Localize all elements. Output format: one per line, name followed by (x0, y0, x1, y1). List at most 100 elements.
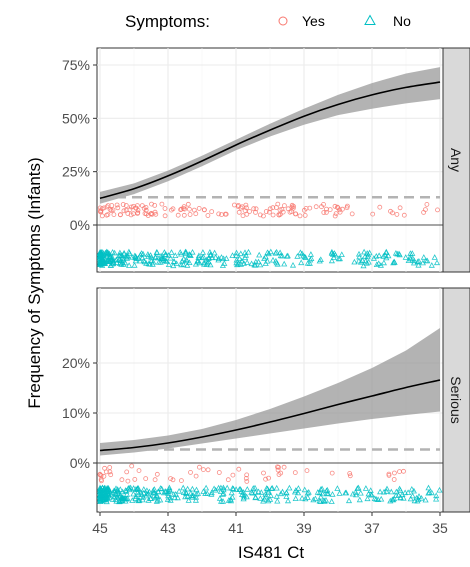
point-no (132, 486, 139, 492)
panel-serious-confidence-band (100, 328, 440, 456)
point-no (96, 492, 104, 499)
point-yes (321, 210, 327, 215)
point-yes (104, 204, 110, 210)
point-no (257, 261, 264, 268)
point-yes (115, 205, 121, 211)
point-yes (99, 478, 104, 484)
point-yes (302, 212, 308, 218)
point-yes (261, 470, 266, 476)
point-yes (196, 464, 202, 470)
point-yes (188, 469, 193, 475)
point-yes (291, 203, 297, 209)
point-no (422, 496, 429, 503)
point-yes (319, 204, 324, 210)
point-yes (200, 467, 206, 473)
point-no (262, 253, 269, 260)
point-no (139, 254, 146, 261)
panel-serious-jitter-points (96, 463, 443, 505)
panel-any-jitter-points (96, 201, 441, 269)
point-yes (127, 207, 133, 213)
point-yes (225, 477, 231, 483)
point-no (257, 495, 264, 501)
point-no (316, 497, 323, 504)
point-no (330, 254, 337, 260)
point-no (255, 488, 262, 495)
point-yes (337, 209, 343, 215)
point-no (217, 488, 224, 494)
point-no (291, 488, 299, 495)
point-no (139, 496, 146, 503)
point-yes (175, 212, 181, 218)
point-no (160, 256, 167, 263)
point-no (155, 258, 162, 265)
point-yes (263, 476, 269, 482)
point-no (354, 485, 361, 491)
point-no (143, 492, 150, 499)
point-no (211, 249, 218, 256)
point-yes (391, 477, 397, 482)
point-no (121, 250, 128, 257)
point-no (127, 484, 134, 491)
point-no (171, 258, 178, 264)
point-no (388, 488, 395, 495)
point-no (409, 492, 416, 499)
point-yes (180, 206, 186, 211)
point-no (200, 253, 207, 260)
point-yes (105, 212, 111, 218)
point-no (431, 254, 438, 260)
point-no (338, 251, 345, 258)
point-no (221, 260, 228, 266)
point-no (118, 494, 125, 501)
point-no (199, 249, 206, 255)
point-no (283, 493, 290, 499)
point-no (146, 488, 153, 495)
point-no (301, 486, 308, 493)
point-no (405, 257, 412, 264)
panel-serious-y-ticks: 0% 10% 20% (62, 355, 97, 471)
point-no (110, 257, 117, 264)
point-no (281, 260, 288, 267)
point-yes (266, 475, 272, 481)
point-no (289, 261, 297, 268)
point-no (200, 488, 207, 494)
point-no (179, 257, 186, 264)
point-no (335, 255, 342, 262)
point-no (355, 250, 363, 257)
point-yes (253, 206, 259, 212)
point-yes (329, 470, 335, 476)
point-yes (421, 209, 427, 215)
point-no (173, 260, 180, 267)
x-tick-label: 39 (296, 520, 312, 536)
point-no (189, 485, 196, 492)
point-yes (143, 476, 149, 482)
point-no (284, 252, 291, 259)
point-no (228, 489, 235, 496)
point-no (298, 259, 305, 266)
point-no (292, 495, 299, 502)
point-no (104, 249, 111, 255)
x-tick-label: 45 (92, 520, 108, 536)
point-no (227, 497, 235, 504)
point-yes (159, 201, 165, 207)
point-yes (297, 213, 303, 219)
point-no (180, 489, 187, 496)
y-tick-label: 25% (62, 164, 90, 180)
point-no (121, 249, 128, 256)
point-no (304, 494, 311, 500)
point-no (111, 249, 118, 256)
point-no (229, 485, 236, 491)
point-no (145, 497, 152, 503)
point-no (286, 484, 293, 491)
point-no (242, 252, 249, 258)
point-yes (205, 467, 211, 473)
point-no (436, 486, 443, 493)
point-yes (196, 205, 202, 211)
point-yes (124, 469, 130, 475)
point-no (343, 489, 350, 496)
point-no (107, 262, 114, 268)
point-no (352, 489, 359, 495)
point-no (402, 489, 409, 496)
point-no (245, 248, 252, 255)
point-no (116, 255, 123, 262)
point-no (362, 253, 369, 259)
